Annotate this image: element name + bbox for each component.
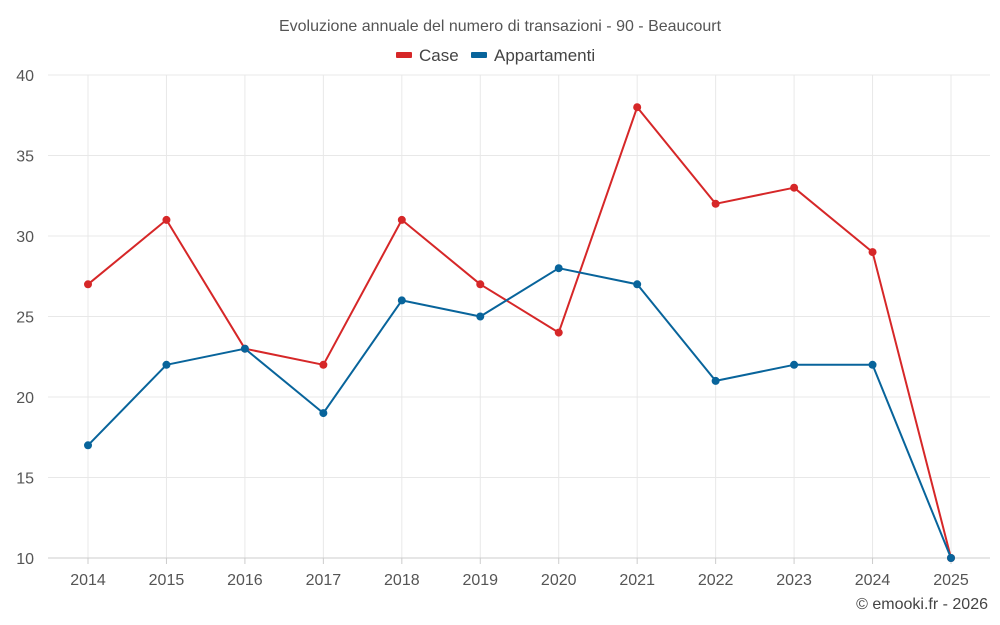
x-tick-label: 2017 [306,572,342,589]
x-tick-label: 2015 [149,572,185,589]
data-point-case-2024 [868,248,877,257]
data-point-case-2019 [476,280,485,289]
data-point-case-2023 [790,183,799,192]
y-tick-label: 25 [16,310,34,327]
x-tick-label: 2025 [933,572,969,589]
chart-title: Evoluzione annuale del numero di transaz… [279,18,722,35]
series [84,103,955,562]
y-tick-label: 20 [16,390,34,407]
data-point-appartamenti-2025 [947,554,955,562]
data-point-appartamenti-2017 [319,409,328,418]
data-point-case-2020 [554,328,563,337]
data-point-appartamenti-2021 [633,280,642,289]
y-tick-label: 10 [16,551,34,568]
series-line-appartamenti [87,267,952,559]
y-tick-label: 30 [16,229,34,246]
data-point-appartamenti-2016 [240,344,249,353]
legend-swatch-appartamenti [471,52,487,58]
data-point-appartamenti-2020 [554,264,563,273]
data-point-appartamenti-2018 [397,296,406,305]
x-tick-label: 2024 [855,572,891,589]
data-point-case-2014 [84,280,92,289]
data-point-case-2017 [319,360,328,369]
data-point-appartamenti-2019 [476,312,485,321]
data-point-appartamenti-2015 [162,360,171,369]
x-tick-label: 2016 [227,572,263,589]
x-tick-label: 2020 [541,572,577,589]
x-tick-label: 2014 [70,572,106,589]
data-point-appartamenti-2014 [84,441,92,450]
x-tick-label: 2022 [698,572,734,589]
credit-text: © emooki.fr - 2026 [856,596,988,613]
data-point-case-2021 [633,103,642,112]
series-line-case [87,106,952,559]
legend-swatch-case [396,52,412,58]
y-tick-label: 15 [16,471,34,488]
grid [48,74,990,558]
data-point-appartamenti-2023 [790,360,799,369]
y-tick-label: 40 [16,68,34,85]
data-point-case-2018 [397,215,406,224]
data-point-case-2022 [711,199,720,208]
data-point-appartamenti-2022 [711,376,720,385]
y-tick-label: 35 [16,149,34,166]
data-point-case-2015 [162,215,171,224]
legend: Case Appartamenti [396,46,595,65]
x-tick-label: 2019 [462,572,498,589]
data-point-appartamenti-2024 [868,360,877,369]
x-tick-label: 2018 [384,572,420,589]
legend-label-appartamenti: Appartamenti [494,46,595,65]
legend-label-case: Case [419,46,459,65]
x-tick-label: 2023 [776,572,812,589]
x-tick-label: 2021 [619,572,655,589]
